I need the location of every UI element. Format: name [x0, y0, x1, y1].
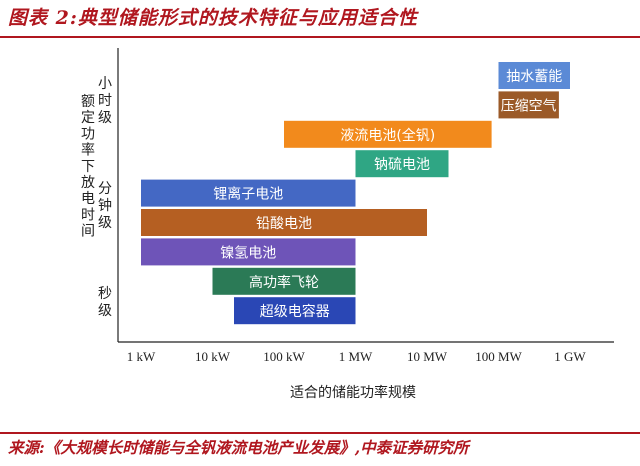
- y-axis-title-char: 功: [81, 126, 95, 142]
- bar-label: 钠硫电池: [374, 157, 430, 173]
- source-rule: [0, 432, 640, 434]
- y-axis-title-char: 率: [81, 142, 95, 159]
- bar-label: 液流电池(全钒): [340, 127, 435, 144]
- x-tick-label: 1 MW: [339, 349, 373, 364]
- x-tick-label: 10 kW: [195, 349, 231, 364]
- bar-label: 抽水蓄能: [506, 69, 562, 85]
- title-rule: [0, 36, 640, 38]
- y-group-label-char: 时: [98, 93, 112, 109]
- y-group-label-char: 秒: [98, 286, 112, 302]
- bar-label: 高功率飞轮: [249, 274, 319, 291]
- bar-label: 超级电容器: [260, 303, 330, 320]
- bar: [141, 209, 427, 236]
- x-tick-label: 1 GW: [554, 349, 586, 364]
- bar: [284, 120, 492, 148]
- x-tick-label: 100 MW: [475, 349, 522, 364]
- y-group-label-char: 钟: [98, 197, 112, 214]
- bar: [141, 179, 356, 207]
- y-group-label-char: 小: [98, 76, 112, 92]
- bar-label: 压缩空气: [501, 98, 557, 114]
- axes-layer: 1 kW 10 kW 100 kW 1 MW 10 MW 100 MW 1 GW: [117, 48, 614, 364]
- figure-title: 图表 2:典型储能形式的技术特征与应用适合性: [8, 7, 418, 29]
- y-axis-title-char: 时: [81, 207, 95, 223]
- bar: [141, 238, 356, 266]
- bar: [498, 62, 570, 89]
- bar-label: 锂离子电池: [213, 186, 283, 203]
- bar: [498, 91, 559, 119]
- y-group-label-char: 级: [98, 303, 112, 319]
- y-axis-title-char: 定: [81, 110, 95, 126]
- y-group-label-char: 级: [98, 215, 112, 231]
- y-group-label-char: 级: [98, 110, 112, 126]
- y-axis-title-char: 间: [81, 224, 95, 240]
- bar: [355, 150, 449, 178]
- y-axis-title-char: 额: [81, 94, 95, 110]
- bar: [234, 297, 356, 325]
- bar-label: 铅酸电池: [256, 216, 312, 232]
- y-axis-title-char: 放: [81, 175, 95, 191]
- x-tick-label: 100 kW: [263, 349, 305, 364]
- figure-source: 来源:《大规模长时储能与全钒液流电池产业发展》,中泰证券研究所: [8, 438, 469, 457]
- x-tick-label: 1 kW: [127, 349, 156, 364]
- y-group-label-char: 分: [98, 181, 112, 197]
- x-tick-label: 10 MW: [407, 349, 448, 364]
- bar-label: 镍氢电池: [220, 245, 276, 261]
- y-axis-title-char: 下: [81, 159, 95, 175]
- y-axis-title-char: 电: [81, 191, 95, 207]
- x-axis-title: 适合的储能功率规模: [290, 384, 416, 401]
- bar: [212, 267, 356, 295]
